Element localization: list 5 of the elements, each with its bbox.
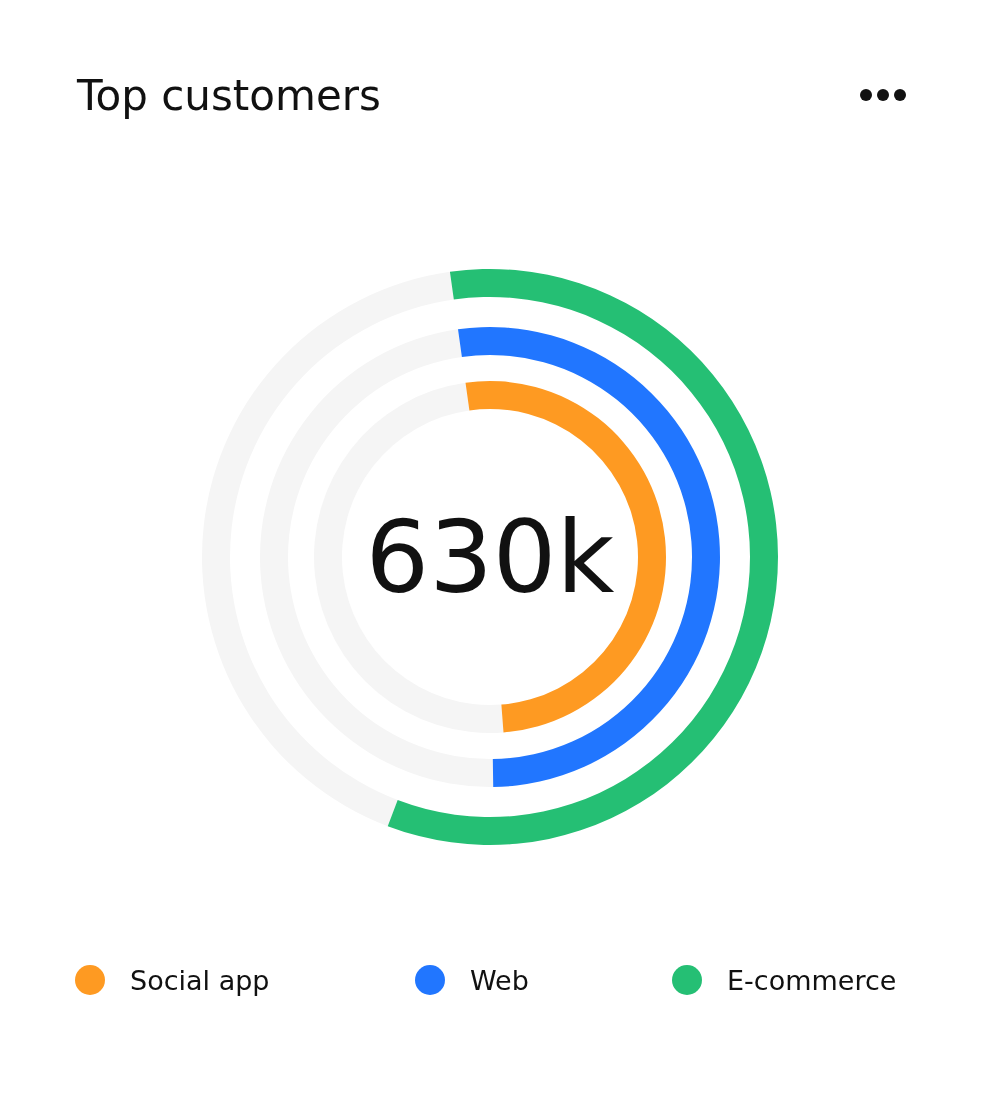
legend-label: E-commerce [727,965,897,996]
legend-label: Social app [130,965,270,996]
text: 630k [365,499,615,616]
chart-title: Top customers [76,71,381,120]
legend-label: Web [470,965,529,996]
